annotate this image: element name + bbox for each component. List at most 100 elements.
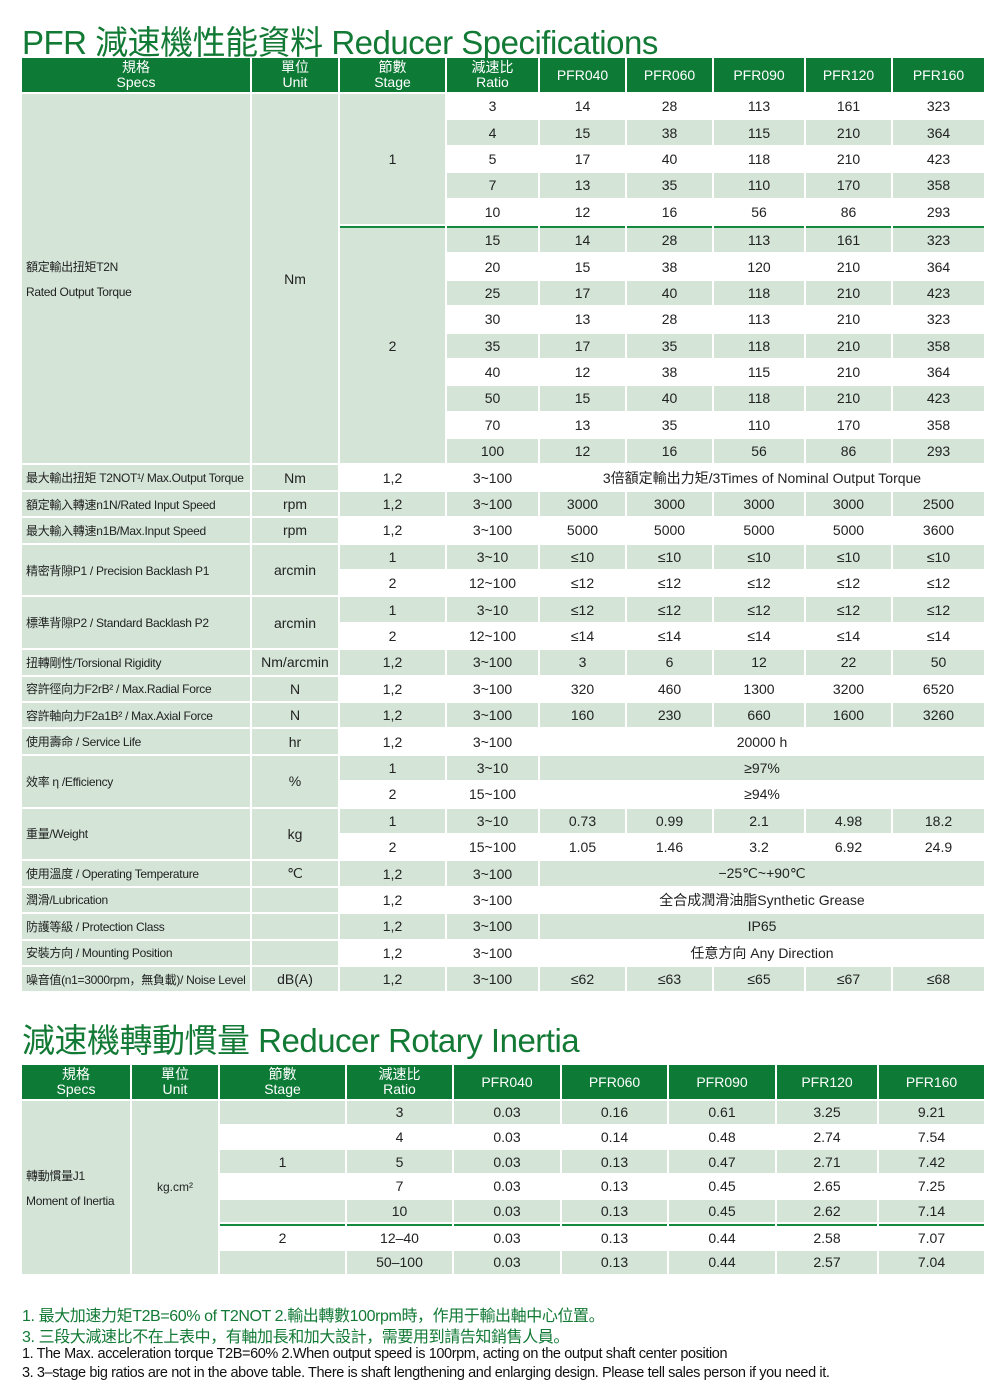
value-cell-pfr090: 110: [714, 412, 804, 438]
value-cell-pfr040: 3: [540, 650, 625, 675]
value-cell-pfr040: 0.03: [454, 1199, 560, 1223]
ratio-cell: 15~100: [447, 782, 538, 807]
value-cell-pfr090: 5000: [714, 518, 804, 543]
ratio-cell: 25: [447, 280, 538, 306]
table-row: 20 15 38 120 210 364: [22, 254, 984, 279]
ratio-cell: 4: [447, 120, 538, 145]
value-cell-pfr040: 1.05: [540, 834, 625, 860]
value-cell-pfr120: 210: [806, 386, 891, 411]
value-cell-pfr040: 15: [540, 120, 625, 145]
value-cell-pfr160: 323: [893, 307, 984, 332]
ratio-cell: 70: [447, 412, 538, 438]
ratio-cell: 3: [347, 1101, 452, 1124]
spec-label-line: 容許軸向力F2a1B² / Max.Axial Force: [26, 708, 213, 723]
header-en: Specs: [116, 74, 156, 90]
header-pfr090: PFR090: [714, 58, 804, 92]
spec-label: 噪音值(n1=3000rpm，無負載)/ Noise Level: [22, 966, 250, 992]
ratio-cell: 3~10: [447, 597, 538, 622]
value-cell-pfr040: 17: [540, 333, 625, 358]
ratio-cell: 4: [347, 1125, 452, 1149]
spec-label: 重量/Weight: [22, 808, 250, 860]
value-cell-pfr060: 1.46: [627, 834, 712, 860]
ratio-cell: 12~100: [447, 623, 538, 649]
value-cell-pfr120: 170: [806, 173, 891, 198]
header-en: Stage: [374, 74, 411, 90]
value-cell-pfr120: 5000: [806, 518, 891, 543]
spec-label: 精密背隙P1 / Precision Backlash P1: [22, 544, 250, 596]
value-cell-pfr090: 2.1: [714, 808, 804, 833]
value-cell-pfr120: 1600: [806, 702, 891, 728]
unit-cell: [252, 887, 338, 913]
table-row: 5 17 40 118 210 423: [22, 146, 984, 172]
ratio-cell: 3~100: [447, 966, 538, 992]
value-cell-pfr160: 364: [893, 359, 984, 385]
value-cell-pfr060: 40: [627, 280, 712, 306]
ratio-cell: 3~100: [447, 676, 538, 701]
spec-label-line: 標準背隙P2 / Standard Backlash P2: [26, 616, 209, 631]
value-cell-pfr040: ≤12: [540, 597, 625, 622]
value-cell-pfr060: ≤63: [627, 966, 712, 992]
header-en: Unit: [282, 74, 308, 90]
ratio-cell: 50: [447, 386, 538, 411]
table-row: 10 12 16 56 86 293: [22, 199, 984, 224]
value-cell-pfr120: ≤14: [806, 623, 891, 649]
table-row: 35 17 35 118 210 358: [22, 333, 984, 358]
value-cell-pfr160: 358: [893, 333, 984, 358]
table-row: 2 15~100 ≥94%: [22, 782, 984, 807]
value-cell-pfr060: ≤14: [627, 623, 712, 649]
ratio-cell: 3~100: [447, 940, 538, 965]
value-cell-pfr120: 6.92: [806, 834, 891, 860]
value-cell-pfr120: 2.71: [777, 1150, 877, 1174]
value-cell-pfr040: 160: [540, 702, 625, 728]
table-row: 使用溫度 / Operating Temperature ℃ 1,2 3~100 −25…: [22, 861, 984, 886]
table-row: 1 5 0.03 0.13 0.47 2.71 7.42: [22, 1150, 984, 1174]
table-row: 30 13 28 113 210 323: [22, 307, 984, 332]
value-cell-pfr090: 1300: [714, 676, 804, 701]
unit-cell: [252, 940, 338, 965]
value-cell-pfr090: 115: [714, 120, 804, 145]
header-pfr120: PFR120: [777, 1065, 877, 1099]
stage-cell: [220, 1199, 345, 1223]
value-cell-pfr060: 230: [627, 702, 712, 728]
value-cell-pfr040: 0.73: [540, 808, 625, 833]
ratio-cell: 20: [447, 254, 538, 279]
table-row: 7 0.03 0.13 0.45 2.65 7.25: [22, 1175, 984, 1198]
header-zh: 節數: [268, 1066, 297, 1082]
spec-label-line: 效率 η /Efficiency: [26, 774, 114, 789]
spec-label: 效率 η /Efficiency: [22, 755, 250, 807]
table-row: 額定輸出扭矩T2N Rated Output Torque Nm 1 3 14 28 113 1…: [22, 94, 984, 464]
stage-cell: 1,2: [340, 702, 445, 728]
spec-label-line: 潤滑/Lubrication: [26, 893, 108, 908]
rotary-inertia-table: 規格 Specs 單位 Unit 節數 Stage 減速比 Ratio PFR040 PFR060…: [20, 1063, 986, 1276]
unit-cell: kg: [252, 808, 338, 860]
value-cell-pfr120: 2.74: [777, 1125, 877, 1149]
stage-cell: [220, 1175, 345, 1198]
value-cell-pfr040: 13: [540, 307, 625, 332]
table-row: 2 12–40 0.03 0.13 0.44 2.58 7.07: [22, 1224, 984, 1250]
value-cell-pfr040: 0.03: [454, 1224, 560, 1250]
value-cell-pfr160: 2500: [893, 491, 984, 517]
unit-cell: Nm/arcmin: [252, 650, 338, 675]
table-row: 精密背隙P1 / Precision Backlash P1 arcmin 1 3~1…: [22, 544, 984, 596]
spec-label: 額定輸入轉速n1N/Rated Input Speed: [22, 491, 250, 517]
value-cell-pfr160: 6520: [893, 676, 984, 701]
table-row: 最大輸出扭矩 T2NOT¹/ Max.Output Torque Nm 1,2 3~1…: [22, 465, 984, 490]
value-cell-pfr060: 35: [627, 173, 712, 198]
unit-cell: Nm: [252, 465, 338, 490]
ratio-cell: 40: [447, 359, 538, 385]
ratio-cell: 15: [447, 225, 538, 253]
value-cell-pfr040: 15: [540, 386, 625, 411]
value-cell-pfr090: ≤14: [714, 623, 804, 649]
value-cell-pfr120: 210: [806, 333, 891, 358]
header-en: Unit: [162, 1081, 188, 1097]
value-cell-pfr120: 2.57: [777, 1251, 877, 1274]
unit-cell: arcmin: [252, 544, 338, 596]
value-cell-pfr060: 28: [627, 225, 712, 253]
value-cell-pfr090: ≤65: [714, 966, 804, 992]
value-cell-pfr060: 0.16: [562, 1101, 667, 1124]
stage-cell: 2: [340, 782, 445, 807]
value-span-cell: 20000 h: [540, 729, 984, 754]
value-cell-pfr060: 35: [627, 412, 712, 438]
value-cell-pfr160: 323: [893, 225, 984, 253]
spec-page-title: PFR 減速機性能資料 Reducer Specifications: [22, 24, 658, 61]
